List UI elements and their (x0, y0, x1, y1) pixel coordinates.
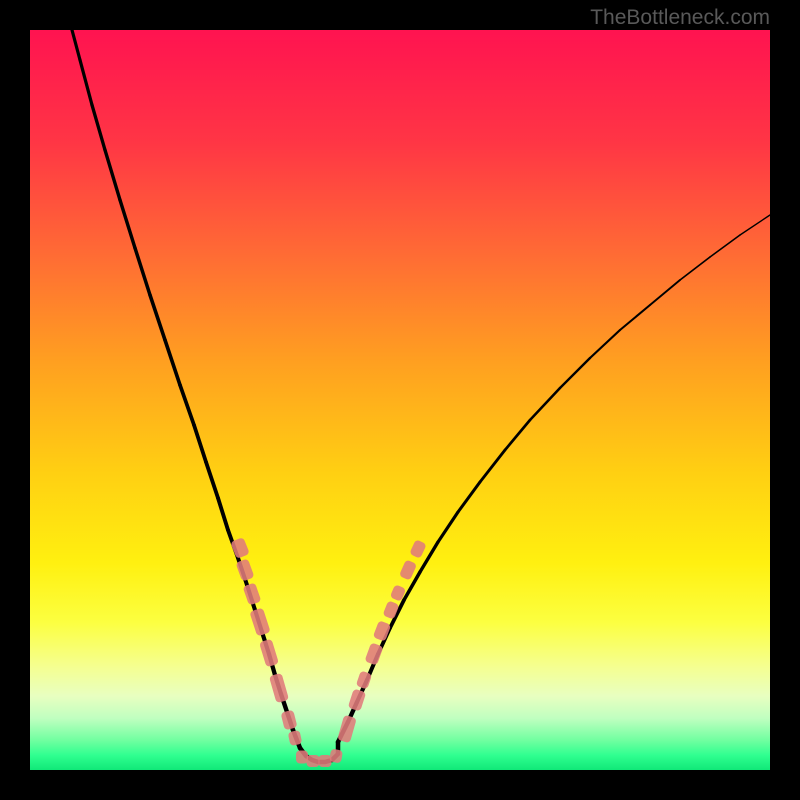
data-point-bead (288, 730, 303, 746)
plot-area (30, 30, 770, 770)
gradient-background (30, 30, 770, 770)
watermark-text: TheBottleneck.com (590, 6, 770, 30)
